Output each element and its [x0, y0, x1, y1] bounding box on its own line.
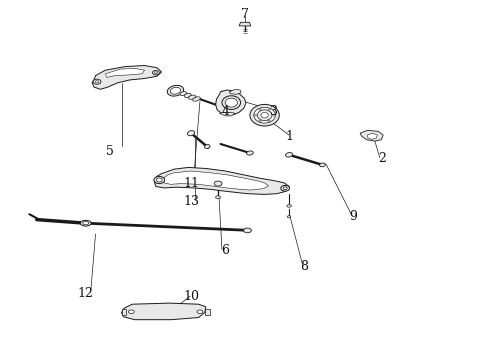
- Ellipse shape: [319, 163, 325, 167]
- Polygon shape: [205, 309, 210, 315]
- Ellipse shape: [254, 107, 275, 123]
- Text: 1: 1: [285, 130, 293, 143]
- Polygon shape: [154, 167, 289, 194]
- Ellipse shape: [214, 181, 222, 186]
- Ellipse shape: [80, 220, 91, 226]
- Ellipse shape: [189, 95, 196, 99]
- Ellipse shape: [250, 104, 279, 126]
- Polygon shape: [229, 89, 241, 94]
- Ellipse shape: [216, 196, 220, 199]
- Text: 6: 6: [221, 244, 229, 257]
- Polygon shape: [105, 68, 145, 77]
- Ellipse shape: [226, 107, 233, 112]
- Ellipse shape: [152, 71, 159, 75]
- Text: 8: 8: [300, 260, 308, 273]
- Ellipse shape: [197, 310, 203, 314]
- Ellipse shape: [225, 98, 237, 107]
- Ellipse shape: [246, 151, 253, 155]
- Ellipse shape: [273, 114, 275, 116]
- Ellipse shape: [244, 228, 251, 233]
- Text: 7: 7: [241, 8, 249, 21]
- Ellipse shape: [93, 79, 101, 84]
- Polygon shape: [122, 309, 126, 315]
- Polygon shape: [92, 66, 162, 89]
- Ellipse shape: [167, 85, 184, 96]
- Ellipse shape: [254, 114, 257, 116]
- Ellipse shape: [170, 87, 181, 94]
- Text: 10: 10: [183, 291, 199, 303]
- Ellipse shape: [281, 185, 290, 191]
- Ellipse shape: [286, 153, 293, 157]
- Ellipse shape: [287, 204, 291, 207]
- Text: 4: 4: [221, 105, 229, 118]
- Polygon shape: [216, 90, 246, 115]
- Ellipse shape: [287, 216, 291, 218]
- Ellipse shape: [223, 105, 236, 114]
- Ellipse shape: [268, 108, 270, 110]
- Text: 11: 11: [183, 177, 199, 190]
- Ellipse shape: [128, 310, 134, 314]
- Ellipse shape: [154, 176, 165, 184]
- Ellipse shape: [257, 110, 272, 121]
- Polygon shape: [360, 130, 383, 141]
- Polygon shape: [368, 133, 377, 139]
- Ellipse shape: [222, 96, 241, 109]
- Ellipse shape: [184, 93, 191, 98]
- Ellipse shape: [154, 72, 157, 73]
- Text: 3: 3: [270, 105, 278, 118]
- Polygon shape: [122, 303, 206, 320]
- Ellipse shape: [193, 97, 200, 101]
- Ellipse shape: [204, 145, 210, 148]
- Text: 5: 5: [106, 145, 114, 158]
- Ellipse shape: [268, 120, 270, 122]
- Ellipse shape: [83, 221, 89, 225]
- Polygon shape: [163, 171, 269, 190]
- Ellipse shape: [259, 120, 261, 122]
- Ellipse shape: [259, 108, 261, 110]
- Text: 13: 13: [183, 195, 199, 208]
- Polygon shape: [220, 112, 235, 116]
- Text: 9: 9: [349, 210, 357, 222]
- Ellipse shape: [95, 81, 99, 83]
- Ellipse shape: [156, 178, 162, 182]
- Polygon shape: [239, 22, 251, 26]
- Text: 2: 2: [378, 152, 386, 165]
- Ellipse shape: [188, 131, 195, 136]
- Ellipse shape: [180, 91, 187, 96]
- Ellipse shape: [283, 187, 287, 190]
- Ellipse shape: [261, 112, 269, 118]
- Text: 12: 12: [78, 287, 94, 300]
